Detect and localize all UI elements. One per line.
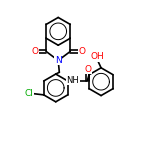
Text: OH: OH bbox=[90, 52, 104, 62]
Text: N: N bbox=[55, 56, 62, 65]
Text: NH: NH bbox=[66, 76, 79, 85]
Text: O: O bbox=[31, 47, 38, 56]
Text: Cl: Cl bbox=[25, 89, 34, 98]
Text: O: O bbox=[78, 47, 85, 56]
Text: O: O bbox=[85, 64, 92, 74]
